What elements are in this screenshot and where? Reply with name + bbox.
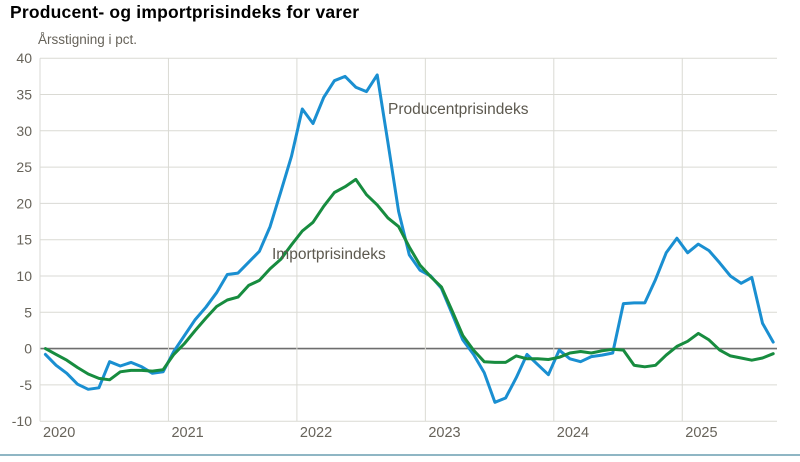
- x-tick-label: 2020: [43, 425, 75, 441]
- bottom-accent-rule: [0, 454, 800, 456]
- x-tick-label: 2025: [685, 425, 717, 441]
- line-importprisindeks: [43, 177, 775, 382]
- x-tick-label: 2023: [428, 425, 460, 441]
- y-axis-unit-label: Årsstigning i pct.: [38, 32, 138, 47]
- y-tick-label: -5: [20, 377, 33, 393]
- y-tick-label: 20: [16, 195, 32, 211]
- y-tick-label: 10: [16, 268, 32, 284]
- chart-title: Producent- og importprisindeks for varer: [10, 2, 360, 22]
- x-tick-label: 2024: [557, 425, 589, 441]
- y-tick-label: 25: [16, 159, 32, 175]
- import-series-label: Importprisindeks: [272, 246, 386, 263]
- y-tick-label: 30: [16, 123, 32, 139]
- y-tick-label: 0: [24, 341, 32, 357]
- y-tick-label: 5: [24, 304, 32, 320]
- y-tick-label: -10: [12, 413, 32, 429]
- line-producentprisindeks: [43, 73, 775, 404]
- x-tick-label: 2022: [300, 425, 332, 441]
- y-tick-label: 35: [16, 87, 32, 103]
- producer-series-label: Producentprisindeks: [388, 101, 529, 118]
- y-tick-label: 40: [16, 50, 32, 66]
- x-tick-label: 2021: [171, 425, 203, 441]
- y-tick-label: 15: [16, 232, 32, 248]
